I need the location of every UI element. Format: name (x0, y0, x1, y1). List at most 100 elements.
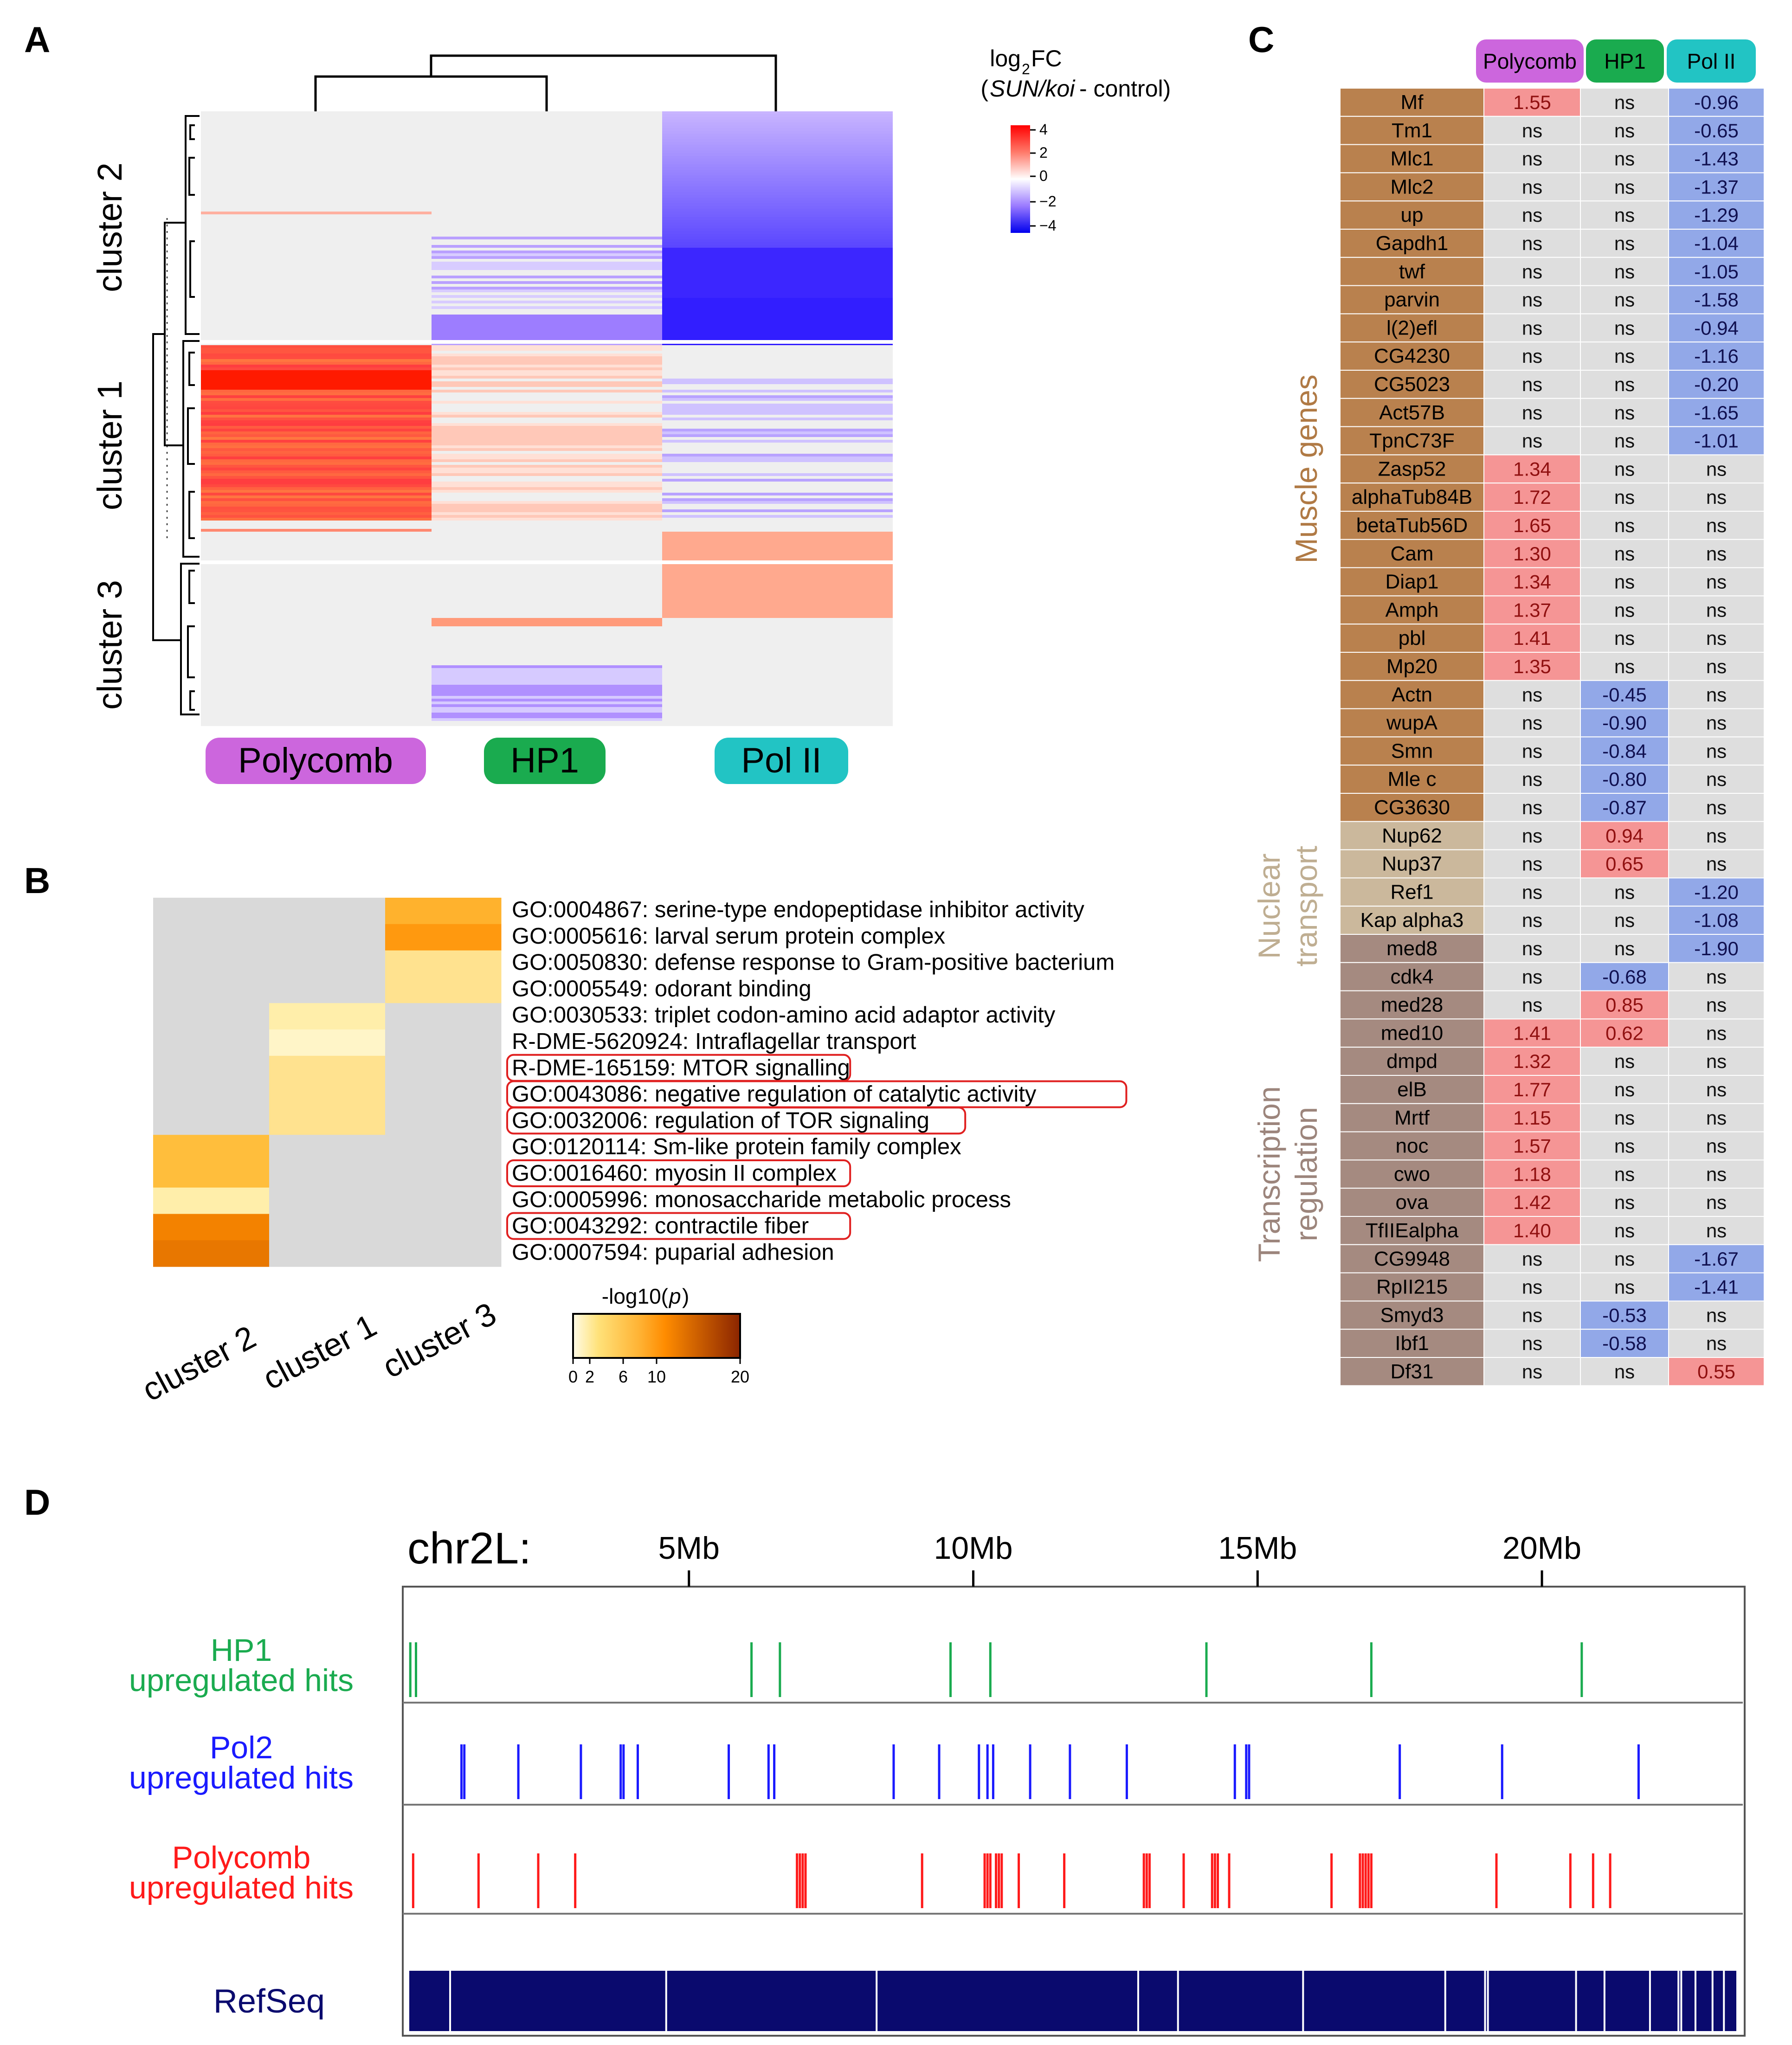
heatmap-cell-pol2 (662, 604, 893, 607)
legend-title-rest: - control) (1079, 76, 1171, 102)
fc-value-cell (1580, 1103, 1669, 1132)
track-label: Pol2 (210, 1730, 273, 1765)
fc-value: ns (1522, 1276, 1542, 1298)
gene-name-cell (1340, 934, 1484, 963)
heatmap-cell-hp1 (432, 245, 662, 248)
fc-value: -1.90 (1694, 938, 1739, 959)
heatmap-cell-hp1 (432, 618, 662, 621)
fc-value: ns (1706, 684, 1727, 706)
heatmap-cell-polycomb (201, 504, 432, 507)
c-header-pol2-badge (1667, 39, 1756, 83)
heatmap-cell-pol2 (662, 189, 893, 192)
c-header-hp1-badge (1586, 39, 1664, 83)
heatmap-cell-hp1 (432, 326, 662, 328)
fc-value: 0.85 (1605, 994, 1644, 1016)
heatmap-cell-pol2 (662, 122, 893, 125)
heatmap-cell-polycomb (201, 390, 432, 392)
heatmap-cell-pol2 (662, 214, 893, 217)
fc-value: ns (1522, 232, 1542, 254)
heatmap-cell-polycomb (201, 398, 432, 401)
fc-value: ns (1522, 938, 1542, 959)
fc-value-cell (1668, 1300, 1765, 1330)
fc-value-cell (1483, 539, 1581, 568)
heatmap-cell-polycomb (201, 362, 432, 365)
refseq-bar (409, 1971, 1736, 2031)
gene-name-cell (1340, 595, 1484, 625)
go-term-label: GO:0005616: larval serum protein complex (512, 924, 945, 949)
heatmap-cell-pol2 (662, 164, 893, 167)
track-label: Polycomb (172, 1840, 311, 1875)
browser-frame (402, 1586, 1746, 2037)
fc-value-cell (1483, 144, 1581, 174)
p-scale-tick-label: 0 (568, 1367, 578, 1386)
fc-value: -0.84 (1602, 740, 1647, 762)
gene-name-cell (1340, 877, 1484, 907)
heatmap-cell-hp1 (432, 359, 662, 362)
fc-value-cell (1668, 877, 1765, 907)
heatmap-cell-pol2 (662, 323, 893, 326)
heatmap-cell-hp1 (432, 331, 662, 334)
heatmap-cell-pol2 (662, 198, 893, 200)
heatmap-cell-pol2 (662, 161, 893, 164)
go-heatmap-cell (153, 1161, 270, 1188)
fc-value: ns (1614, 232, 1635, 254)
heatmap-cell-pol2 (662, 245, 893, 248)
c-header-pol2: Pol II (1687, 49, 1736, 73)
heatmap-cell-pol2 (662, 259, 893, 262)
fc-value: ns (1614, 91, 1635, 113)
heatmap-cell-polycomb (201, 412, 432, 415)
go-heatmap-cell (153, 1055, 270, 1083)
gene-name-cell (1340, 849, 1484, 879)
fc-value: -1.37 (1694, 176, 1739, 198)
heatmap-cell-pol2 (662, 590, 893, 593)
fc-value: -1.43 (1694, 148, 1739, 170)
heatmap-cell-pol2 (662, 167, 893, 170)
fc-value-cell (1668, 454, 1765, 484)
heatmap-cell-pol2 (662, 175, 893, 178)
fc-value: 1.77 (1513, 1079, 1551, 1100)
group-label: Muscle genes (1289, 374, 1323, 563)
hp1-column-badge (484, 738, 606, 784)
heatmap-cell-hp1 (432, 370, 662, 373)
gene-name-cell (1340, 511, 1484, 540)
heatmap-cell-pol2 (662, 498, 893, 501)
fc-value-cell (1668, 680, 1765, 709)
go-heatmap-cell (153, 1108, 270, 1135)
go-heatmap-cell (269, 1187, 386, 1215)
fc-value-cell (1580, 116, 1669, 145)
fc-scale-tick-label: 4 (1039, 121, 1048, 138)
fc-value: ns (1614, 261, 1635, 283)
gene-name-cell (1340, 454, 1484, 484)
fc-value-cell (1668, 482, 1765, 512)
heatmap-cell-pol2 (662, 206, 893, 209)
go-heatmap-cell (153, 924, 270, 951)
gene-name: Mf (1401, 91, 1424, 114)
heatmap-cell-pol2 (662, 515, 893, 518)
gene-name-cell (1340, 1075, 1484, 1104)
heatmap-cell-pol2 (662, 178, 893, 181)
fc-value: 1.34 (1513, 458, 1551, 480)
heatmap-cell-hp1 (432, 504, 662, 507)
gene-name-cell (1340, 116, 1484, 145)
heatmap-cell-hp1 (432, 381, 662, 384)
heatmap-cell-pol2 (662, 117, 893, 120)
p-scale-tick-label: 20 (731, 1367, 749, 1386)
track-label: upregulated hits (129, 1663, 354, 1698)
gene-name-cell (1340, 426, 1484, 456)
heatmap-cell-pol2 (662, 440, 893, 443)
heatmap-cell-pol2 (662, 601, 893, 604)
heatmap-cell-pol2 (662, 256, 893, 259)
heatmap-cell-pol2 (662, 612, 893, 615)
heatmap-cell-hp1 (432, 704, 662, 707)
heatmap-cell-hp1 (432, 267, 662, 270)
heatmap-cell-pol2 (662, 459, 893, 462)
fc-value-cell (1483, 482, 1581, 512)
fc-value: -0.20 (1694, 373, 1739, 395)
gene-name: Nup62 (1382, 824, 1442, 847)
heatmap-cell-hp1 (432, 367, 662, 370)
fc-value: -0.94 (1694, 317, 1739, 339)
heatmap-cell-hp1 (432, 507, 662, 509)
fc-value-cell (1483, 708, 1581, 738)
fc-value-cell (1580, 1300, 1669, 1330)
gene-name-cell (1340, 1131, 1484, 1161)
